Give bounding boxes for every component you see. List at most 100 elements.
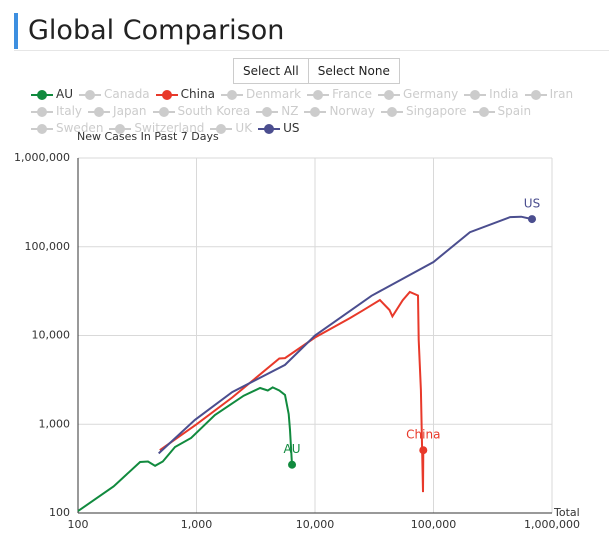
- x-tick-label: 100: [68, 518, 89, 531]
- x-tick-label: 1,000: [181, 518, 213, 531]
- end-marker: [528, 215, 537, 224]
- x-axis-label: Total: [553, 506, 580, 519]
- legend-label: US: [283, 121, 300, 135]
- legend-icon-dot: [313, 89, 324, 100]
- legend-label: France: [332, 87, 373, 101]
- legend-icon: [152, 106, 175, 117]
- y-tick-label: 100: [49, 506, 70, 519]
- legend-label: Switzerland: [134, 121, 205, 135]
- y-tick-label: 1,000: [39, 417, 71, 430]
- select-none-button[interactable]: Select None: [308, 58, 400, 84]
- legend-icon: [79, 89, 101, 100]
- legend-label: AU: [56, 87, 73, 101]
- legend-label: South Korea: [177, 104, 251, 118]
- legend-icon: [304, 106, 327, 117]
- series-line: [77, 386, 293, 512]
- y-axis-label: New Cases In Past 7 Days: [77, 130, 219, 143]
- legend-item[interactable]: Norway: [304, 103, 375, 120]
- legend-icon: [307, 89, 330, 100]
- legend-label: Spain: [497, 104, 532, 118]
- page-title: Global Comparison: [14, 13, 284, 49]
- legend-item[interactable]: Singapore: [380, 103, 467, 120]
- legend-item[interactable]: UK: [210, 120, 252, 137]
- legend-icon: [155, 89, 178, 100]
- legend-icon: [258, 123, 281, 134]
- series-end-label: US: [524, 197, 540, 211]
- series-end-label: AU: [284, 442, 301, 456]
- legend-icon-dot: [384, 89, 395, 100]
- legend-icon-dot: [37, 106, 47, 117]
- legend-icon: [31, 89, 53, 100]
- legend-icon-dot: [226, 89, 237, 100]
- legend-item[interactable]: Germany: [378, 86, 458, 103]
- legend-icon-dot: [158, 106, 169, 117]
- y-tick-label: 100,000: [25, 240, 71, 253]
- legend-item[interactable]: South Korea: [152, 103, 251, 120]
- legend-icon-dot: [262, 106, 273, 117]
- series-line: [158, 215, 533, 455]
- end-marker: [419, 446, 428, 455]
- legend-icon-dot: [115, 123, 126, 134]
- legend-item[interactable]: Denmark: [220, 86, 302, 103]
- legend-item[interactable]: NZ: [256, 103, 298, 120]
- legend-item[interactable]: US: [258, 120, 299, 137]
- series-line: [159, 290, 425, 493]
- legend-icon: [109, 123, 132, 134]
- legend-icon-dot: [37, 123, 47, 134]
- legend-item[interactable]: Iran: [524, 86, 574, 103]
- legend-item[interactable]: Canada: [79, 86, 150, 103]
- x-tick-label: 10,000: [296, 518, 335, 531]
- legend-item[interactable]: Switzerland: [109, 120, 204, 137]
- legend-icon: [524, 89, 547, 100]
- legend-icon-dot: [85, 89, 95, 100]
- legend-icon: [380, 106, 403, 117]
- legend-item[interactable]: France: [307, 86, 372, 103]
- legend-icon-dot: [386, 106, 397, 117]
- legend-icon-dot: [161, 89, 172, 100]
- title-rule: [14, 50, 609, 51]
- legend-label: Canada: [104, 87, 150, 101]
- legend-icon: [378, 89, 401, 100]
- end-marker: [288, 460, 297, 469]
- x-tick-label: 1,000,000: [524, 518, 580, 531]
- legend-label: China: [180, 87, 215, 101]
- legend-label: Sweden: [56, 121, 104, 135]
- legend-icon-dot: [470, 89, 481, 100]
- legend-icon: [31, 123, 53, 134]
- legend-icon-dot: [310, 106, 321, 117]
- legend-icon: [256, 106, 279, 117]
- legend-icon-dot: [216, 123, 227, 134]
- legend-item[interactable]: AU: [31, 86, 73, 103]
- legend-label: Germany: [403, 87, 459, 101]
- legend-icon-dot: [478, 106, 489, 117]
- legend-icon: [220, 89, 243, 100]
- legend-label: Singapore: [405, 104, 467, 118]
- legend-item[interactable]: India: [464, 86, 519, 103]
- legend: AU Canada China Denmark France Germany India Ir…: [31, 86, 606, 137]
- legend-icon: [464, 89, 487, 100]
- legend-icon-dot: [264, 123, 275, 134]
- series-end-label: China: [406, 428, 440, 442]
- button-group: Select All Select None: [233, 58, 400, 84]
- legend-label: Denmark: [245, 87, 302, 101]
- legend-item[interactable]: Italy: [31, 103, 82, 120]
- legend-label: NZ: [281, 104, 299, 118]
- legend-icon: [88, 106, 111, 117]
- legend-label: Japan: [113, 104, 147, 118]
- legend-icon-dot: [37, 89, 47, 100]
- legend-icon-dot: [530, 89, 541, 100]
- legend-icon: [31, 106, 53, 117]
- legend-icon: [210, 123, 233, 134]
- legend-label: Iran: [549, 87, 574, 101]
- legend-item[interactable]: China: [155, 86, 215, 103]
- legend-item[interactable]: Sweden: [31, 120, 103, 137]
- x-tick-label: 100,000: [411, 518, 457, 531]
- legend-item[interactable]: Japan: [88, 103, 147, 120]
- legend-item[interactable]: Spain: [472, 103, 532, 120]
- legend-icon-dot: [94, 106, 105, 117]
- legend-label: UK: [235, 121, 253, 135]
- select-all-button[interactable]: Select All: [233, 58, 309, 84]
- legend-icon: [472, 106, 495, 117]
